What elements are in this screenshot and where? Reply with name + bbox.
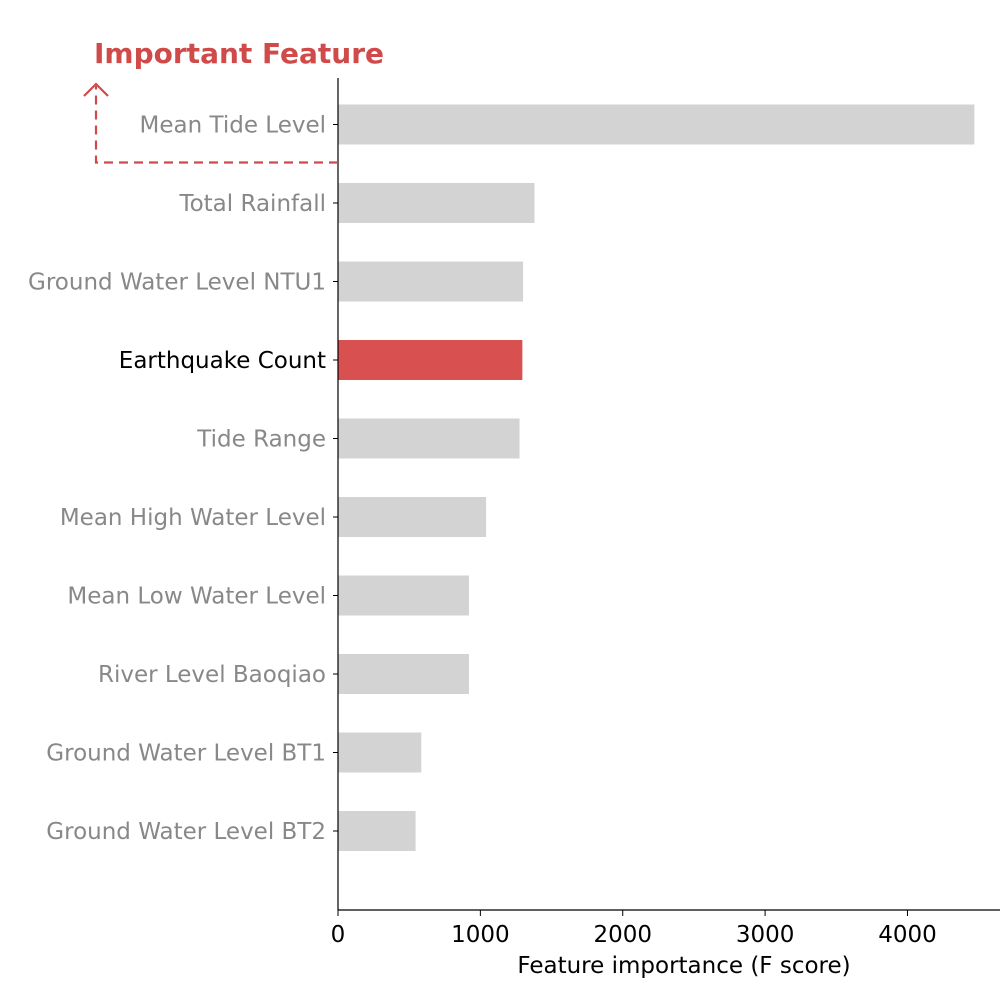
category-label-mean-high-water-level: Mean High Water Level: [60, 505, 326, 531]
annotation-arrowhead: [83, 82, 109, 97]
bar-ground-water-level-ntu1: [338, 261, 524, 302]
x-ticks-layer: 0 1000 2000 3000 4000: [331, 124, 937, 948]
bar-tide-range: [338, 418, 520, 459]
bar-river-level-baoqiao: [338, 654, 469, 694]
x-tick-label: 4000: [878, 922, 937, 948]
annotation-title: Important Feature: [94, 37, 384, 70]
bar-mean-high-water-level: [338, 497, 487, 537]
category-label-ground-water-level-bt1: Ground Water Level BT1: [46, 741, 326, 767]
category-label-ground-water-level-bt2: Ground Water Level BT2: [46, 819, 326, 845]
category-label-tide-range: Tide Range: [196, 427, 326, 453]
x-axis-title: Feature importance (F score): [517, 953, 850, 979]
bar-ground-water-level-bt2: [338, 811, 416, 851]
bar-earthquake-count: [338, 340, 523, 380]
bar-mean-tide-level: [338, 104, 975, 145]
bar-total-rainfall: [338, 183, 535, 223]
x-tick-label: 0: [331, 922, 346, 948]
axes-layer: [337, 78, 1000, 911]
bar-ground-water-level-bt1: [338, 732, 422, 773]
category-label-mean-tide-level: Mean Tide Level: [140, 113, 326, 139]
annotation-layer: Important Feature: [83, 37, 384, 164]
bars-layer: [338, 104, 975, 851]
category-label-ground-water-level-ntu1: Ground Water Level NTU1: [28, 270, 326, 296]
category-label-mean-low-water-level: Mean Low Water Level: [67, 584, 326, 610]
category-label-earthquake-count: Earthquake Count: [119, 348, 326, 374]
x-tick-label: 2000: [593, 922, 652, 948]
bar-mean-low-water-level: [338, 575, 469, 616]
category-label-river-level-baoqiao: River Level Baoqiao: [98, 662, 326, 688]
x-tick-label: 3000: [736, 922, 795, 948]
category-label-total-rainfall: Total Rainfall: [178, 191, 326, 217]
x-tick-label: 1000: [451, 922, 510, 948]
category-labels-layer: Mean Tide Level Total Rainfall Ground Wate…: [28, 113, 326, 846]
annotation-arrow-line: [94, 86, 338, 164]
